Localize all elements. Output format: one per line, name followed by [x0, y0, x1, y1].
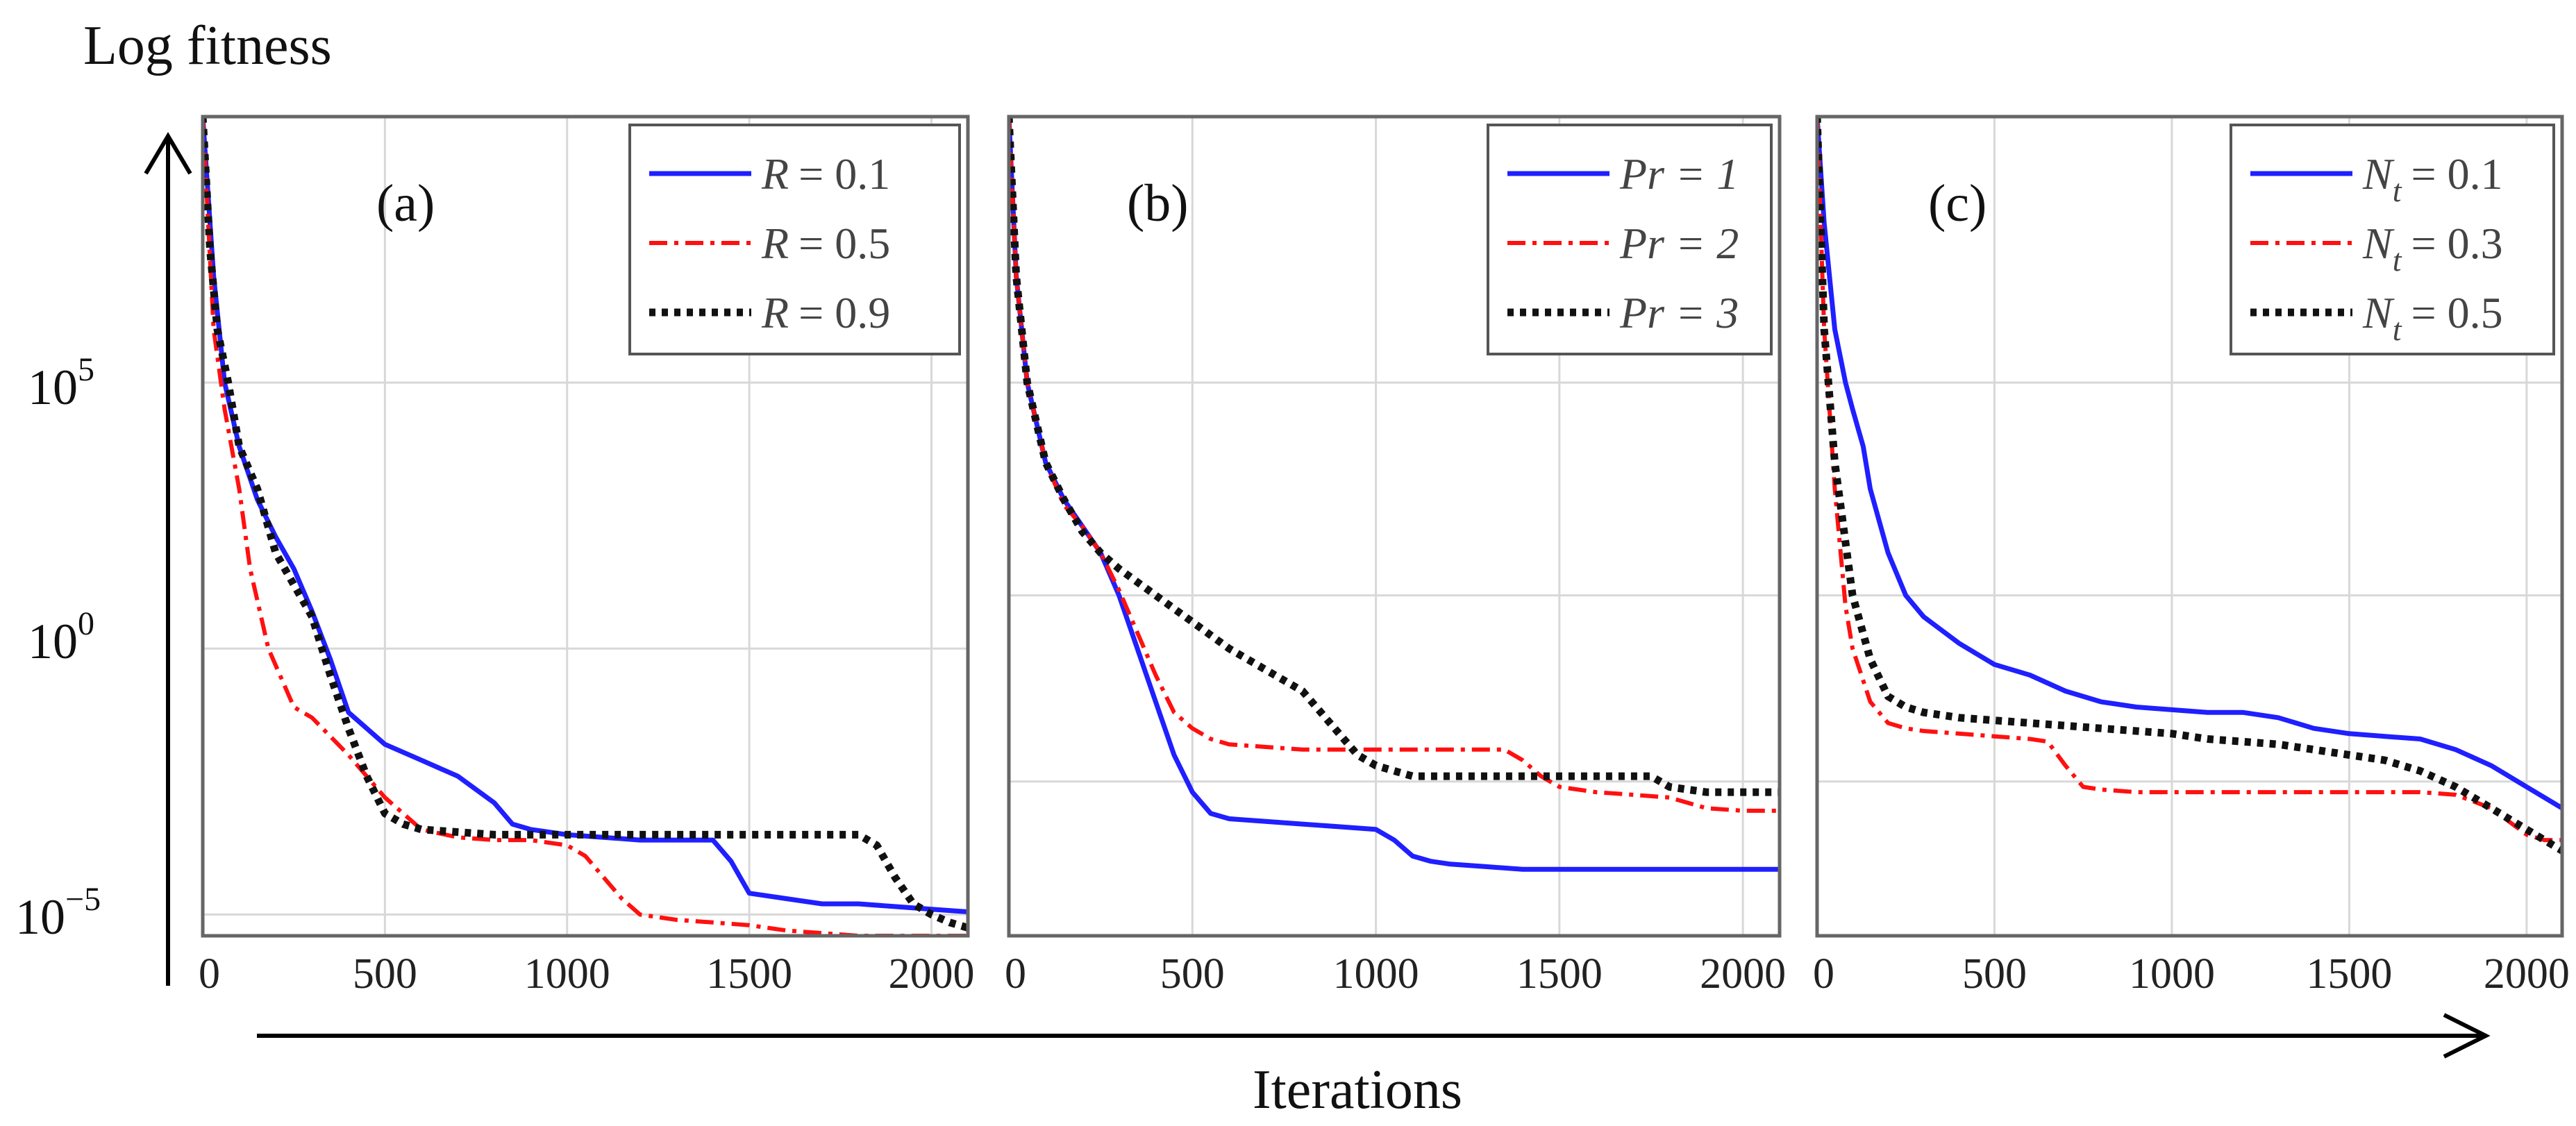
y-axis-arrow: [144, 132, 192, 986]
legend-var: N: [2362, 219, 2395, 268]
panel-frame-b: [1007, 115, 1782, 938]
x-tick-label-a: 1000: [524, 950, 610, 998]
legend-var: R: [761, 288, 789, 337]
y-axis-title: Log fitness: [83, 15, 332, 76]
x-tick-label-b: 0: [1005, 950, 1026, 998]
panel-c: 0 500 1000 1500 2000 (c) Nt = 0.1 Nt = 0.3 Nt = 0.5: [1813, 115, 2570, 998]
x-tick-label-a: 1500: [706, 950, 792, 998]
panel-frame-a: [201, 115, 970, 938]
series-group-a: [203, 117, 968, 936]
legend-a: R = 0.1 R = 0.5 R = 0.9: [628, 124, 961, 355]
legend-box-a: [628, 124, 961, 355]
x-tick-label-c: 1500: [2306, 950, 2392, 998]
series-group-c: [1817, 117, 2562, 855]
y-tick-label-1e5: 105: [28, 351, 94, 415]
x-tick-label-a: 0: [199, 950, 220, 998]
legend-label-b-1: Pr = 1: [1619, 149, 1739, 199]
series-line-b-2: [1009, 117, 1780, 813]
x-tick-label-c: 1000: [2129, 950, 2215, 998]
x-axis-title: Iterations: [1253, 1059, 1462, 1120]
panel-label-b: (b): [1127, 174, 1189, 233]
legend-c: Nt = 0.1 Nt = 0.3 Nt = 0.5: [2230, 124, 2555, 355]
series-line-a-3: [203, 117, 968, 932]
legend-label-a-1: R = 0.1: [761, 149, 890, 199]
panel-a: 0 500 1000 1500 2000 (a) R = 0.1 R = 0.5 R = 0.9: [199, 115, 975, 998]
legend-b: Pr = 1 Pr = 2 Pr = 3: [1487, 124, 1773, 355]
x-tick-label-c: 2000: [2484, 950, 2570, 998]
legend-var: N: [2362, 288, 2395, 337]
panel-frame-c: [1815, 115, 2564, 938]
series-group-b: [1009, 117, 1780, 872]
series-line-c-1: [1817, 117, 2562, 811]
x-tick-label-b: 2000: [1700, 950, 1786, 998]
legend-var: Pr = 3: [1619, 288, 1739, 337]
x-tick-label-c: 500: [1962, 950, 2027, 998]
legend-label-c-2: Nt = 0.3: [2362, 219, 2503, 278]
legend-var: N: [2362, 149, 2395, 199]
panel-label-a: (a): [376, 174, 435, 233]
legend-label-c-1: Nt = 0.1: [2362, 149, 2503, 208]
x-tick-label-a: 500: [353, 950, 417, 998]
legend-var: Pr = 2: [1619, 219, 1739, 268]
x-tick-label-b: 1500: [1516, 950, 1603, 998]
legend-var: R: [761, 219, 789, 268]
panel-label-c: (c): [1928, 174, 1987, 233]
legend-label-a-3: R = 0.9: [761, 288, 890, 337]
legend-label-c-3: Nt = 0.5: [2362, 288, 2503, 347]
legend-var: Pr = 1: [1619, 149, 1739, 199]
x-axis-arrow: [257, 1013, 2491, 1059]
series-line-b-3: [1009, 117, 1780, 796]
panel-b: 0 500 1000 1500 2000 (b) Pr = 1 Pr = 2 Pr = 3: [1005, 115, 1786, 998]
series-line-c-2: [1817, 117, 2562, 843]
x-tick-label-b: 1000: [1333, 950, 1419, 998]
x-tick-label-b: 500: [1160, 950, 1225, 998]
legend-var: R: [761, 149, 789, 199]
legend-label-b-3: Pr = 3: [1619, 288, 1739, 337]
series-line-c-3: [1817, 117, 2562, 855]
legend-label-a-2: R = 0.5: [761, 219, 890, 268]
x-tick-label-c: 0: [1813, 950, 1834, 998]
y-tick-label-1e0: 100: [28, 605, 94, 669]
legend-box-c: [2230, 124, 2555, 355]
x-tick-label-a: 2000: [889, 950, 975, 998]
legend-label-b-2: Pr = 2: [1619, 219, 1739, 268]
y-tick-label-1e-5: 10−5: [15, 881, 101, 945]
series-line-a-2: [203, 117, 968, 936]
